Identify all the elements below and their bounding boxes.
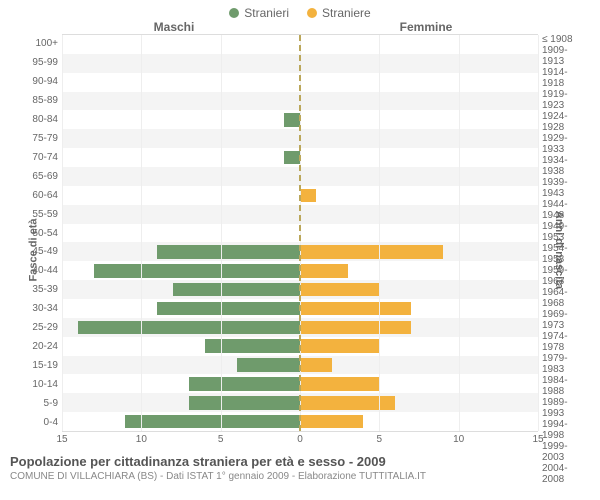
y-tick-birth: 1909-1913 [538,45,586,67]
y-tick-age: 25-29 [14,318,62,337]
y-tick-age: 100+ [14,34,62,53]
bar-female [300,245,443,259]
y-tick-birth: 1969-1973 [538,309,586,331]
legend-item-male: Stranieri [229,6,289,20]
center-line [299,35,301,431]
bar-female [300,377,379,391]
y-tick-age: 20-24 [14,337,62,356]
bar-male [284,151,300,165]
y-tick-birth: 1984-1988 [538,375,586,397]
gridline-vertical [221,35,222,431]
bar-male [173,283,300,297]
y-tick-age: 80-84 [14,110,62,129]
x-axis-ticks: 15105051015 [62,434,538,446]
y-tick-birth: 1974-1978 [538,331,586,353]
bar-female [300,264,348,278]
x-tick-label: 15 [532,434,543,445]
header-female: Femmine [300,20,552,34]
y-tick-age: 65-69 [14,167,62,186]
y-tick-birth: ≤ 1908 [538,34,586,45]
header-male: Maschi [48,20,300,34]
y-tick-birth: 1939-1943 [538,177,586,199]
x-tick-label: 15 [56,434,67,445]
bar-male [94,264,300,278]
gridline-vertical [379,35,380,431]
x-tick-label: 10 [136,434,147,445]
gridline-vertical [538,35,539,431]
bar-male [78,321,300,335]
y-tick-birth: 1919-1923 [538,89,586,111]
y-tick-age: 15-19 [14,356,62,375]
y-tick-age: 60-64 [14,186,62,205]
legend-label-female: Straniere [322,6,371,20]
legend-swatch-female [307,8,317,18]
y-tick-age: 75-79 [14,129,62,148]
bar-female [300,302,411,316]
bar-female [300,189,316,203]
gridline-vertical [459,35,460,431]
bar-female [300,321,411,335]
y-tick-age: 30-34 [14,299,62,318]
y-tick-age: 5-9 [14,394,62,413]
legend-swatch-male [229,8,239,18]
y-tick-birth: 1924-1928 [538,111,586,133]
x-axis: 15 10 5 0 5 10 15 [0,434,600,446]
y-tick-birth: 1989-1993 [538,397,586,419]
y-tick-birth: 1934-1938 [538,155,586,177]
chart-container: Stranieri Straniere Maschi Femmine Fasce… [0,0,600,500]
y-tick-birth: 1929-1933 [538,133,586,155]
legend-item-female: Straniere [307,6,371,20]
y-tick-birth: 1964-1968 [538,287,586,309]
plot-area [62,34,538,432]
y-tick-age: 10-14 [14,375,62,394]
bar-male [189,396,300,410]
bar-male [205,339,300,353]
y-tick-age: 70-74 [14,148,62,167]
y-axis-title-right: Anni di nascita [553,211,565,289]
y-tick-age: 90-94 [14,72,62,91]
y-tick-birth: 2004-2008 [538,463,586,485]
x-tick-label: 10 [453,434,464,445]
bar-female [300,396,395,410]
y-tick-age: 0-4 [14,413,62,432]
gridline-vertical [62,35,63,431]
bar-male [284,113,300,127]
bar-male [237,358,300,372]
chart-footer: Popolazione per cittadinanza straniera p… [0,446,600,482]
y-tick-birth: 1914-1918 [538,67,586,89]
y-tick-age: 35-39 [14,280,62,299]
bar-female [300,339,379,353]
bar-male [189,377,300,391]
bar-male [125,415,300,429]
column-headers: Maschi Femmine [0,20,600,34]
x-tick-label: 5 [377,434,383,445]
bar-female [300,283,379,297]
bar-female [300,415,363,429]
bar-male [157,302,300,316]
y-tick-age: 85-89 [14,91,62,110]
y-tick-age: 95-99 [14,53,62,72]
y-axis-title-left: Fasce di età [27,219,39,282]
legend-label-male: Stranieri [244,6,289,20]
bar-male [157,245,300,259]
legend: Stranieri Straniere [0,0,600,20]
chart-title: Popolazione per cittadinanza straniera p… [10,454,590,469]
x-tick-label: 5 [218,434,224,445]
chart-subtitle: COMUNE DI VILLACHIARA (BS) - Dati ISTAT … [10,471,590,482]
y-tick-birth: 1979-1983 [538,353,586,375]
bar-female [300,358,332,372]
gridline-vertical [141,35,142,431]
x-tick-label: 0 [297,434,303,445]
